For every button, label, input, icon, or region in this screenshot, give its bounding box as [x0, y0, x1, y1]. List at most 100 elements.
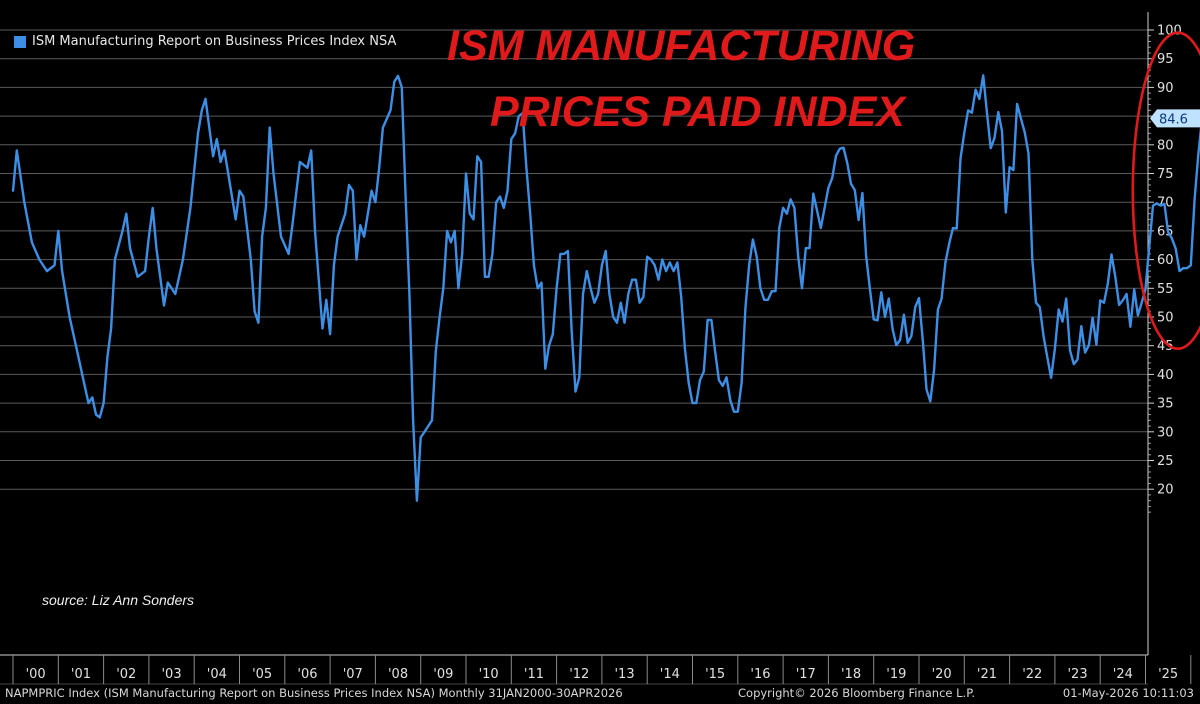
data-point — [356, 259, 358, 261]
data-point — [1118, 304, 1120, 306]
data-point — [461, 253, 463, 255]
data-point — [1031, 259, 1033, 261]
y-tick-label: 80 — [1157, 138, 1174, 153]
data-point — [994, 137, 996, 139]
data-point — [541, 282, 543, 284]
data-point — [1046, 356, 1048, 358]
data-point — [1156, 202, 1158, 204]
data-point — [544, 368, 546, 370]
data-point — [227, 173, 229, 175]
data-point — [801, 287, 803, 289]
highlight-ellipse — [1131, 31, 1200, 350]
y-tick-label: 45 — [1157, 339, 1174, 354]
annotation-layer: 84.6 — [1131, 31, 1200, 350]
data-point — [816, 210, 818, 212]
data-point — [1024, 131, 1026, 133]
footer-timestamp: 01-May-2026 10:11:03 — [1062, 686, 1194, 700]
data-point — [163, 305, 165, 307]
data-point — [1111, 253, 1113, 255]
data-point — [741, 382, 743, 384]
data-point — [1035, 302, 1037, 304]
x-tick-label: '22 — [1022, 667, 1042, 682]
data-point — [1114, 276, 1116, 278]
data-point — [261, 236, 263, 238]
data-point — [507, 190, 509, 192]
data-point — [424, 431, 426, 433]
data-point — [688, 382, 690, 384]
data-point — [756, 256, 758, 258]
data-point — [1016, 103, 1018, 105]
data-point — [1171, 237, 1173, 239]
data-point — [1050, 377, 1052, 379]
data-point — [1092, 317, 1094, 319]
data-point — [899, 339, 901, 341]
data-point — [488, 276, 490, 278]
data-point — [1190, 264, 1192, 266]
data-point — [971, 112, 973, 114]
x-tick-label: '11 — [524, 667, 544, 682]
data-point — [552, 333, 554, 335]
data-point — [869, 288, 871, 290]
data-point — [658, 279, 660, 281]
data-point — [537, 287, 539, 289]
data-point — [427, 425, 429, 427]
x-tick-label: '06 — [297, 667, 317, 682]
data-point — [442, 287, 444, 289]
data-point — [748, 264, 750, 266]
data-point — [314, 230, 316, 232]
data-point — [586, 270, 588, 272]
data-point — [559, 253, 561, 255]
data-point — [744, 307, 746, 309]
data-point — [280, 236, 282, 238]
data-point — [820, 227, 822, 229]
data-point — [1084, 352, 1086, 354]
data-point — [567, 250, 569, 252]
footer-ticker-description: NAPMPRIC Index (ISM Manufacturing Report… — [5, 686, 623, 700]
data-point — [975, 89, 977, 91]
data-point — [759, 287, 761, 289]
data-point — [242, 196, 244, 198]
data-point — [850, 183, 852, 185]
data-point — [223, 150, 225, 152]
data-point — [416, 500, 418, 502]
data-point — [529, 213, 531, 215]
data-point — [722, 385, 724, 387]
data-point — [510, 138, 512, 140]
y-tick-label: 75 — [1157, 167, 1174, 182]
data-point — [1182, 267, 1184, 269]
data-point — [718, 379, 720, 381]
data-point — [420, 437, 422, 439]
data-point — [676, 262, 678, 264]
data-point — [446, 230, 448, 232]
data-point — [937, 309, 939, 311]
data-point — [114, 259, 116, 261]
data-point — [944, 262, 946, 264]
data-point — [858, 219, 860, 221]
data-point — [922, 340, 924, 342]
data-point — [476, 155, 478, 157]
data-point — [1148, 245, 1150, 247]
data-point — [137, 276, 139, 278]
x-tick-label: '25 — [1158, 667, 1178, 682]
data-point — [1043, 336, 1045, 338]
data-point — [929, 400, 931, 402]
data-point — [839, 148, 841, 150]
data-point — [910, 335, 912, 337]
data-point — [401, 86, 403, 88]
data-point — [450, 241, 452, 243]
data-point — [695, 402, 697, 404]
data-point — [46, 270, 48, 272]
data-point — [978, 98, 980, 100]
data-point — [763, 299, 765, 301]
data-point — [612, 316, 614, 318]
x-tick-label: '08 — [388, 667, 408, 682]
data-point — [106, 356, 108, 358]
data-point — [986, 111, 988, 113]
data-point — [952, 227, 954, 229]
data-point — [941, 298, 943, 300]
data-point — [1054, 348, 1056, 350]
data-point — [642, 296, 644, 298]
x-tick-label: '05 — [252, 667, 272, 682]
data-point — [273, 173, 275, 175]
data-point — [1077, 359, 1079, 361]
